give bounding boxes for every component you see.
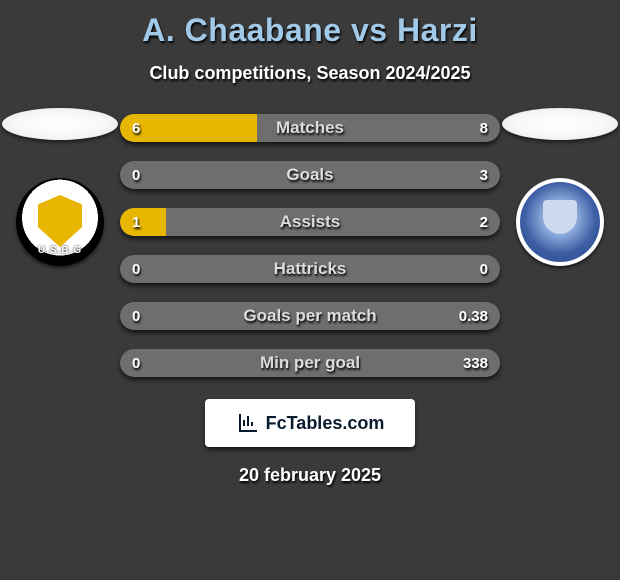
stat-bar: 00Hattricks [120,255,500,283]
right-club-badge [516,178,604,266]
comparison-arena: U.S.B.G 68Matches 03Goals 12Assists 00Hattr… [0,114,620,377]
stat-bar: 0338Min per goal [120,349,500,377]
stat-label: Goals per match [120,302,500,330]
brand-plate: FcTables.com [205,399,415,447]
stat-bars: 68Matches 03Goals 12Assists 00Hattricks 00.3… [120,114,500,377]
brand-chart-icon [236,411,260,435]
stat-bar: 03Goals [120,161,500,189]
stat-bar: 00.38Goals per match [120,302,500,330]
stat-bar: 12Assists [120,208,500,236]
right-player-col [500,114,620,266]
left-club-badge: U.S.B.G [16,178,104,266]
left-player-pedestal [2,108,118,140]
stat-label: Assists [120,208,500,236]
date-text: 20 february 2025 [0,465,620,486]
subtitle: Club competitions, Season 2024/2025 [0,63,620,84]
page-title: A. Chaabane vs Harzi [0,12,620,49]
stat-label: Hattricks [120,255,500,283]
stat-label: Matches [120,114,500,142]
stat-bar: 68Matches [120,114,500,142]
right-player-pedestal [502,108,618,140]
left-player-col: U.S.B.G [0,114,120,266]
stat-label: Goals [120,161,500,189]
left-club-badge-text: U.S.B.G [38,245,82,256]
stat-label: Min per goal [120,349,500,377]
brand-text: FcTables.com [266,413,385,434]
